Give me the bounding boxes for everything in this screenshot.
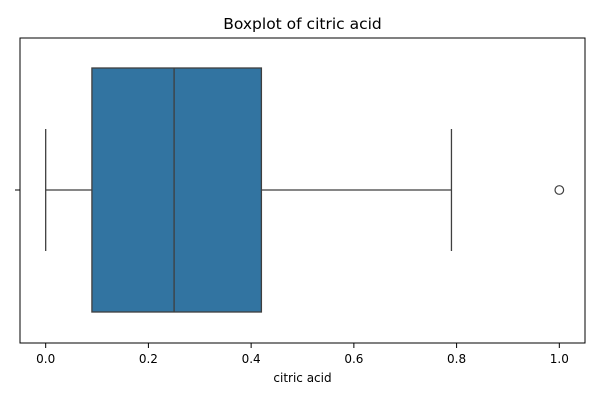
x-tick-label: 0.4	[242, 352, 261, 366]
x-tick-label: 1.0	[550, 352, 569, 366]
x-axis-ticks: 0.0 0.2 0.4 0.6 0.8 1.0	[36, 343, 569, 366]
outlier-point	[554, 185, 565, 195]
x-tick-label: 0.0	[36, 352, 55, 366]
box-group	[45, 67, 565, 313]
x-axis-label: citric acid	[273, 371, 331, 385]
chart-title: Boxplot of citric acid	[223, 15, 382, 33]
iqr-box	[91, 67, 263, 313]
x-tick-label: 0.6	[344, 352, 363, 366]
x-tick-label: 0.8	[447, 352, 466, 366]
x-tick-label: 0.2	[139, 352, 158, 366]
